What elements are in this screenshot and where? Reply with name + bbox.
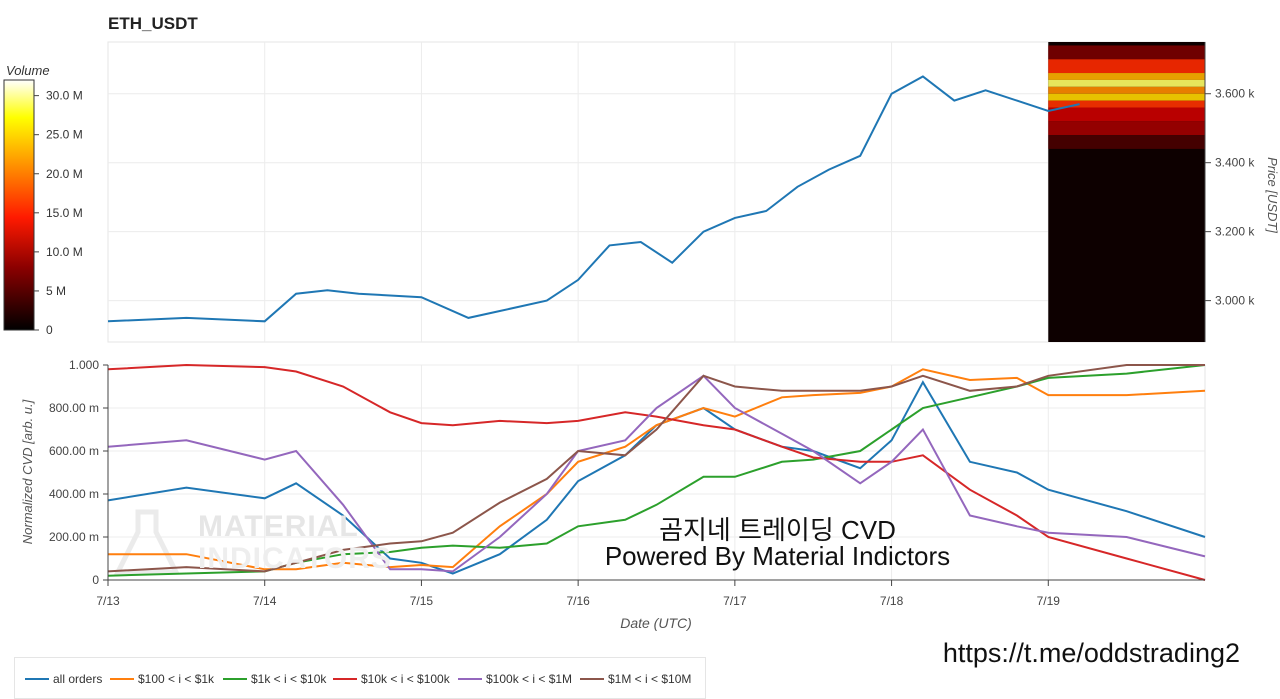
price-grid [108,42,1205,342]
cvd-tick-label: 800.00 m [49,401,99,415]
date-tick-label: 7/16 [566,594,590,608]
heatmap-band [1048,135,1205,149]
cvd-lines [107,363,1206,581]
colorbar-tick-label: 20.0 M [46,167,83,181]
cvd-x-axis: 7/13 7/14 7/15 7/16 7/17 7/18 7/19 [96,580,1060,608]
price-tick-label: 3.600 k [1215,87,1255,101]
overlay-title: 곰지네 트레이딩 CVD [659,515,896,545]
legend-swatch [110,678,134,680]
legend-item-10k-100k[interactable]: $10k < i < $100k [333,672,450,686]
legend-swatch [458,678,482,680]
date-tick-label: 7/15 [410,594,434,608]
colorbar [3,79,35,331]
overlay-subtitle: Powered By Material Indictors [604,541,951,571]
cvd-tick-label: 400.00 m [49,487,99,501]
legend-label: all orders [53,672,103,686]
cvd-series-s100_1k [108,368,1206,571]
legend-item-100k-1m[interactable]: $100k < i < $1M [458,672,572,686]
colorbar-label: Volume [6,63,50,78]
cvd-tick-label: 600.00 m [49,444,99,458]
cvd-series-s10k_100k [107,363,1206,581]
price-lines [107,75,1080,323]
cvd-tick-label: 0 [92,573,99,587]
cvd-tick-label: 1.000 [69,358,99,372]
price-tick-label: 3.000 k [1215,294,1255,308]
heatmap-band [1048,100,1205,108]
price-axis-label: Price [USDT] [1265,157,1280,233]
price-y-axis: 3.000 k 3.200 k 3.400 k 3.600 k [1204,42,1255,342]
date-tick-label: 7/18 [880,594,904,608]
colorbar-tick-label: 30.0 M [46,89,83,103]
cvd-y-axis: 0 200.00 m 400.00 m 600.00 m 800.00 m 1.000 [49,358,108,587]
colorbar-tick-label: 0 [46,323,53,337]
heatmap-band [1048,93,1205,101]
colorbar-ticks: 30.0 M 25.0 M 20.0 M 15.0 M 10.0 M 5 M 0 [34,89,83,337]
price-plot-area [107,41,1206,343]
heatmap-band [1048,86,1205,94]
cvd-series-s1m_10m [107,364,1205,573]
price-tick-label: 3.400 k [1215,156,1255,170]
legend-label: $100 < i < $1k [138,672,215,686]
cvd-tick-label: 200.00 m [49,530,99,544]
heatmap-band [1048,121,1205,136]
heatmap-band [1048,59,1205,74]
watermark-line2: INDICATORS [198,542,392,575]
legend-label: $1k < i < $10k [251,672,327,686]
colorbar-tick-label: 5 M [46,284,66,298]
heatmap-band [1048,79,1205,87]
watermark-line1: MATERIAL [198,510,359,543]
legend-item-1k-10k[interactable]: $1k < i < $10k [223,672,326,686]
legend-item-100-1k[interactable]: $100 < i < $1k [110,672,214,686]
price-series-all_orders [107,75,1080,323]
telegram-link[interactable]: https://t.me/oddstrading2 [942,638,1240,668]
cvd-series-s100k_1m [107,374,1206,573]
x-axis-label: Date (UTC) [620,615,692,631]
legend-swatch [223,678,247,680]
date-tick-label: 7/13 [96,594,120,608]
colorbar-tick-label: 15.0 M [46,206,83,220]
chart-title: ETH_USDT [108,14,198,33]
cvd-plot-area [107,364,1206,581]
price-tick-label: 3.200 k [1215,225,1255,239]
orderbook-heatmap [1048,42,1205,342]
heatmap-band [1048,45,1205,60]
legend-label: $100k < i < $1M [486,672,573,686]
date-tick-label: 7/19 [1037,594,1061,608]
cvd-axis-label: Normalized CVD [arb. u.] [20,399,35,544]
date-tick-label: 7/17 [723,594,747,608]
cvd-series-s1k_10k [107,364,1206,577]
colorbar-tick-label: 25.0 M [46,128,83,142]
legend-item-all-orders[interactable]: all orders [25,672,102,686]
heatmap-band [1048,73,1205,80]
legend-label: $1M < i < $10M [608,672,692,686]
date-tick-label: 7/14 [253,594,277,608]
legend-label: $10k < i < $100k [361,672,450,686]
colorbar-tick-label: 10.0 M [46,245,83,259]
legend-swatch [333,678,357,680]
flask-icon [113,509,181,575]
legend-item-1m-10m[interactable]: $1M < i < $10M [580,672,691,686]
legend-swatch [25,678,49,680]
legend: all orders $100 < i < $1k $1k < i < $10k… [14,657,706,699]
heatmap-band [1048,107,1205,122]
legend-swatch [580,678,604,680]
